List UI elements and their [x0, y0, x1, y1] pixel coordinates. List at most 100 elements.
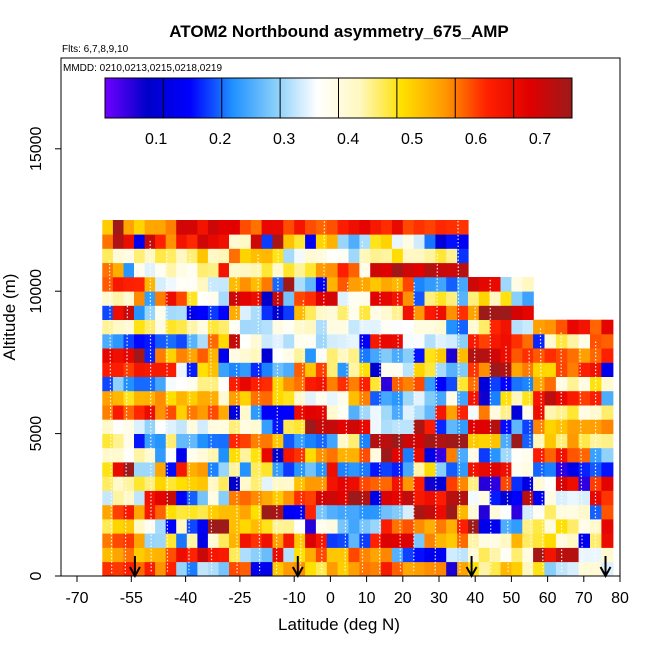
heatmap-cell	[544, 462, 557, 477]
heatmap-cell	[457, 390, 469, 406]
heatmap-cell	[250, 305, 263, 320]
heatmap-cell	[165, 262, 177, 278]
heatmap-cell	[144, 504, 156, 520]
heatmap-cell	[544, 519, 557, 534]
heatmap-cell	[218, 447, 230, 463]
heatmap-cell	[533, 561, 546, 576]
heatmap-cell	[500, 419, 512, 434]
heatmap-cell	[578, 376, 591, 392]
heatmap-cell	[359, 390, 371, 406]
flight-track	[210, 282, 213, 574]
heatmap-cell	[315, 333, 328, 349]
heatmap-cell	[155, 419, 167, 434]
heatmap-cell	[489, 519, 502, 534]
heatmap-cell	[544, 333, 557, 349]
heatmap-cell	[239, 547, 252, 563]
heatmap-cell	[381, 305, 393, 320]
heatmap-cell	[511, 405, 523, 420]
heatmap-cell	[134, 220, 146, 235]
heatmap-cell	[435, 262, 447, 278]
heatmap-cell	[435, 519, 447, 534]
heatmap-cell	[239, 305, 252, 320]
heatmap-cell	[457, 248, 469, 264]
heatmap-cell	[511, 390, 523, 406]
heatmap-cell	[348, 447, 360, 463]
heatmap-cell	[567, 533, 580, 548]
heatmap-cell	[305, 519, 317, 534]
heatmap-cell	[391, 462, 404, 477]
heatmap-cell	[315, 462, 328, 477]
heatmap-cell	[102, 561, 114, 576]
heatmap-cell	[207, 405, 220, 420]
heatmap-cell	[478, 447, 491, 463]
heatmap-cell	[123, 262, 135, 278]
heatmap-cell	[102, 547, 114, 563]
heatmap-cell	[144, 490, 156, 506]
heatmap-cell	[590, 533, 602, 548]
heatmap-cell	[381, 390, 393, 406]
heatmap-cell	[239, 262, 252, 278]
heatmap-cell	[250, 476, 263, 491]
heatmap-cell	[197, 319, 209, 335]
heatmap-cell	[435, 319, 447, 335]
heatmap-cell	[413, 234, 426, 249]
heatmap-cell	[359, 405, 371, 420]
heatmap-cell	[315, 390, 328, 406]
heatmap-cell	[197, 234, 209, 249]
heatmap-cell	[229, 291, 241, 306]
heatmap-cell	[424, 234, 436, 249]
heatmap-cell	[123, 220, 135, 235]
heatmap-cell	[511, 333, 523, 349]
heatmap-cell	[424, 490, 436, 506]
heatmap-cell	[413, 220, 426, 235]
heatmap-cell	[500, 362, 512, 377]
heatmap-cell	[229, 362, 241, 377]
heatmap-cell	[144, 533, 156, 548]
heatmap-cell	[468, 547, 480, 563]
heatmap-cell	[370, 291, 382, 306]
heatmap-cell	[555, 533, 568, 548]
heatmap-cell	[567, 519, 580, 534]
heatmap-cell	[424, 248, 436, 264]
heatmap-cell	[446, 348, 458, 363]
heatmap-cell	[489, 348, 502, 363]
heatmap-cell	[239, 405, 252, 420]
heatmap-cell	[155, 519, 167, 534]
heatmap-cell	[102, 419, 114, 434]
heatmap-cell	[326, 390, 339, 406]
heatmap-cell	[567, 362, 580, 377]
heatmap-cell	[197, 291, 209, 306]
heatmap-cell	[305, 348, 317, 363]
heatmap-cell	[155, 291, 167, 306]
heatmap-cell	[544, 376, 557, 392]
heatmap-cell	[544, 561, 557, 576]
heatmap-cell	[315, 490, 328, 506]
heatmap-cell	[457, 561, 469, 576]
heatmap-cell	[381, 362, 393, 377]
heatmap-cell	[123, 547, 135, 563]
heatmap-cell	[144, 433, 156, 449]
heatmap-cell	[337, 447, 350, 463]
heatmap-cell	[155, 447, 167, 463]
heatmap-cell	[533, 490, 546, 506]
heatmap-cell	[218, 234, 230, 249]
heatmap-cell	[176, 447, 188, 463]
heatmap-cell	[102, 348, 114, 363]
heatmap-cell	[272, 419, 284, 434]
heatmap-cell	[533, 476, 546, 491]
heatmap-cell	[239, 319, 252, 335]
heatmap-cell	[489, 333, 502, 349]
heatmap-cell	[391, 277, 404, 292]
heatmap-cell	[261, 248, 274, 264]
heatmap-cell	[283, 277, 295, 292]
heatmap-cell	[272, 262, 284, 278]
heatmap-cell	[359, 433, 371, 449]
heatmap-cell	[402, 390, 415, 406]
heatmap-cell	[123, 234, 135, 249]
flight-track	[188, 253, 191, 574]
heatmap-cell	[578, 433, 591, 449]
heatmap-cell	[250, 348, 263, 363]
heatmap-cell	[337, 433, 350, 449]
heatmap-cell	[186, 248, 198, 264]
heatmap-cell	[176, 390, 188, 406]
